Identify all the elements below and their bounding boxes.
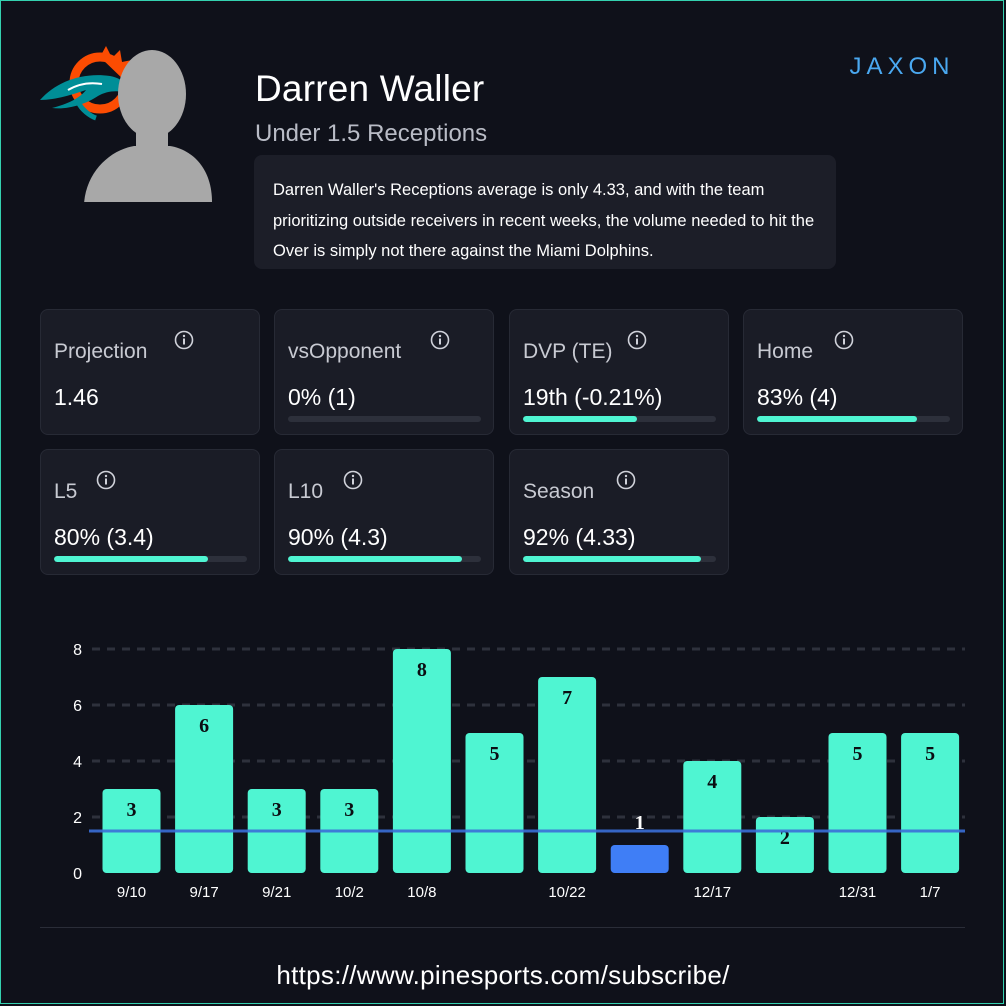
x-tick-label: 1/7 [920, 884, 941, 901]
bar [683, 761, 742, 873]
y-tick-label: 0 [73, 866, 82, 883]
stat-value: 83% (4) [757, 384, 838, 410]
stat-progress-fill [523, 556, 701, 562]
brand-logo: JAXON [849, 53, 954, 80]
stat-progress-fill [54, 556, 209, 562]
x-tick-label: 12/31 [839, 884, 877, 901]
bar-value-label: 4 [707, 771, 717, 793]
bar [538, 677, 597, 873]
x-tick-label: 9/21 [262, 884, 291, 901]
stat-progress-track [757, 416, 950, 422]
stat-card-5: L10 90% (4.3) [274, 449, 494, 575]
info-icon[interactable] [834, 330, 854, 350]
bar-value-label: 6 [199, 715, 209, 737]
info-icon[interactable] [430, 330, 450, 350]
bar-value-label: 8 [417, 659, 427, 681]
stat-card-1: vsOpponent 0% (1) [274, 309, 494, 435]
info-icon[interactable] [174, 330, 194, 350]
stat-label: L5 [54, 480, 78, 503]
stat-label: DVP (TE) [523, 340, 613, 363]
stat-card-6: Season 92% (4.33) [509, 449, 729, 575]
bar-value-label: 5 [853, 743, 863, 765]
stat-card-3: Home 83% (4) [743, 309, 963, 435]
footer-divider [40, 927, 965, 928]
receptions-bar-chart: 0 2 4 6 8 3 9/10 6 9/17 3 9/21 3 10/2 8 10/8 5 7 10/22 1 4 1… [73, 642, 965, 901]
x-tick-label: 9/17 [189, 884, 218, 901]
subscribe-link[interactable]: https://www.pinesports.com/subscribe/ [276, 960, 730, 990]
stat-card-0: Projection 1.46 [40, 309, 260, 435]
stat-value: 0% (1) [288, 384, 356, 410]
stat-value: 1.46 [54, 384, 99, 410]
stat-label: Projection [54, 340, 148, 363]
bar [828, 733, 887, 873]
stat-progress-track [523, 416, 716, 422]
bar-value-label: 5 [490, 743, 500, 765]
stat-value: 80% (3.4) [54, 524, 154, 550]
bar-value-label: 7 [562, 687, 572, 709]
player-avatar [38, 38, 218, 203]
stat-label: L10 [288, 480, 324, 503]
stat-value: 92% (4.33) [523, 524, 636, 550]
bar-value-label: 2 [780, 827, 790, 849]
info-icon[interactable] [627, 330, 647, 350]
bar-value-label: 3 [127, 799, 137, 821]
stat-progress-track [54, 556, 247, 562]
y-tick-label: 6 [73, 698, 82, 715]
stat-progress-fill [523, 416, 637, 422]
stat-card-4: L5 80% (3.4) [40, 449, 260, 575]
bar [392, 649, 451, 873]
stat-progress-track [288, 416, 481, 422]
stat-progress-track [523, 556, 716, 562]
bar [610, 845, 669, 873]
stat-progress-fill [757, 416, 918, 422]
y-tick-label: 4 [73, 754, 82, 771]
bar-value-label: 3 [344, 799, 354, 821]
stat-progress-fill [288, 556, 462, 562]
stat-label: Season [523, 480, 595, 503]
bar-value-label: 5 [925, 743, 935, 765]
x-tick-label: 12/17 [694, 884, 732, 901]
y-tick-label: 2 [73, 810, 82, 827]
x-tick-label: 9/10 [117, 884, 146, 901]
stat-label: vsOpponent [288, 340, 402, 363]
y-tick-label: 8 [73, 642, 82, 659]
info-icon[interactable] [616, 470, 636, 490]
bar-value-label: 1 [635, 812, 645, 834]
analysis-text: Darren Waller's Receptions average is on… [254, 155, 836, 269]
x-tick-label: 10/22 [548, 884, 586, 901]
info-icon[interactable] [343, 470, 363, 490]
stat-progress-track [288, 556, 481, 562]
x-tick-label: 10/2 [335, 884, 364, 901]
info-icon[interactable] [96, 470, 116, 490]
x-tick-label: 10/8 [407, 884, 436, 901]
stat-label: Home [757, 340, 814, 363]
player-name: Darren Waller [255, 68, 485, 109]
bar [901, 733, 960, 873]
stat-card-2: DVP (TE) 19th (-0.21%) [509, 309, 729, 435]
prop-line: Under 1.5 Receptions [255, 120, 488, 147]
bar-value-label: 3 [272, 799, 282, 821]
stat-value: 90% (4.3) [288, 524, 388, 550]
bar [465, 733, 524, 873]
brand-logo-text: JAXON [849, 53, 954, 80]
stat-value: 19th (-0.21%) [523, 384, 663, 410]
player-silhouette-icon [84, 50, 212, 202]
